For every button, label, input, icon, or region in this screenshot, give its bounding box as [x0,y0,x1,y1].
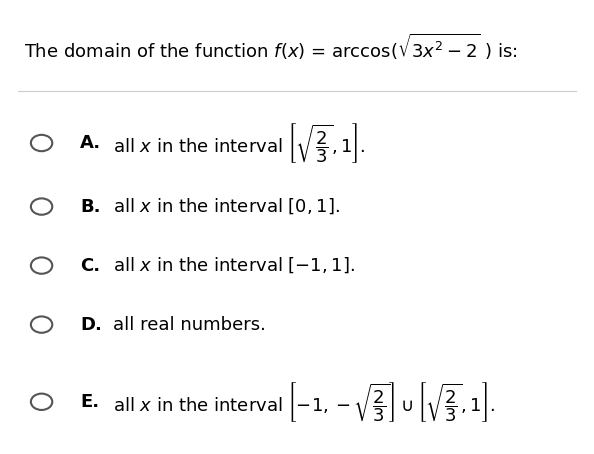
Text: all $x$ in the interval $[0,1]$.: all $x$ in the interval $[0,1]$. [113,197,340,217]
Text: A.: A. [80,134,102,152]
Text: D.: D. [80,316,102,334]
Text: all $x$ in the interval $[-1,1]$.: all $x$ in the interval $[-1,1]$. [113,256,355,276]
Text: E.: E. [80,393,99,411]
Text: all $x$ in the interval $\left[\sqrt{\dfrac{2}{3}},1\right]$.: all $x$ in the interval $\left[\sqrt{\df… [113,121,365,165]
Text: all real numbers.: all real numbers. [113,316,266,334]
Text: B.: B. [80,197,101,216]
Text: all $x$ in the interval $\left[-1,-\sqrt{\dfrac{2}{3}}\right]\cup\left[\sqrt{\df: all $x$ in the interval $\left[-1,-\sqrt… [113,380,495,424]
Text: The domain of the function $f(x)$ = arccos($\sqrt{3x^2-2}$ ) is:: The domain of the function $f(x)$ = arcc… [24,32,517,62]
Text: C.: C. [80,257,100,275]
